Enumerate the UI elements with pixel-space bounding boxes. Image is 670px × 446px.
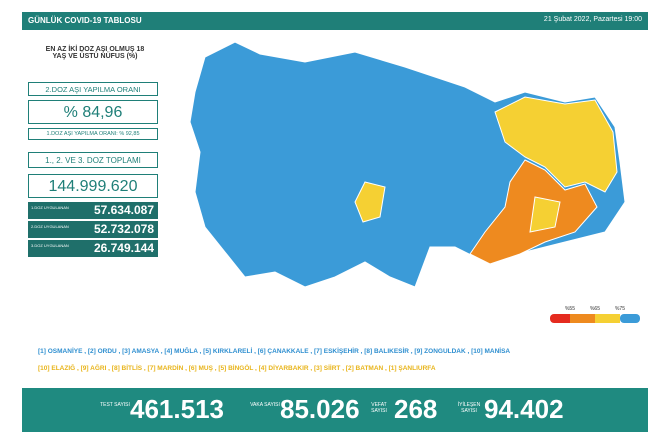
map: %55 %65 %75	[189, 41, 640, 323]
list-bottom: [10] ELAZIĞ , [9] AĞRI , [8] BİTLİS , [7…	[38, 365, 436, 372]
dose-row-label: 1.DOZ UYGULANAN	[31, 205, 69, 210]
map-region-yellow-2	[529, 196, 561, 233]
stat-label: VEFAT SAYISI	[371, 402, 387, 414]
dose2-label: 2.DOZ AŞI YAPILMA ORANI	[28, 82, 158, 96]
dose2-value: % 84,96	[28, 100, 158, 124]
dose-row: 1.DOZ UYGULANAN 57.634.087	[28, 202, 158, 219]
stat-value: 85.026	[280, 394, 360, 424]
dose1-rate: 1.DOZ AŞI YAPILMA ORANI: % 92,85	[28, 128, 158, 140]
legend-label: %55	[565, 306, 575, 312]
stat-label: İYİLEŞEN SAYISI	[457, 402, 481, 414]
dose-row: 2.DOZ UYGULANAN 52.732.078	[28, 221, 158, 238]
total-value: 144.999.620	[28, 174, 158, 198]
stat-value: 268	[394, 394, 438, 424]
legend-swatch	[595, 314, 620, 323]
map-region-yellow	[494, 96, 618, 193]
legend-label: %75	[615, 306, 625, 312]
list-top: [1] OSMANİYE , [2] ORDU , [3] AMASYA , […	[38, 348, 511, 355]
legend-swatch	[550, 314, 575, 323]
stat-label: VAKA SAYISI	[250, 402, 280, 408]
header: GÜNLÜK COVID-19 TABLOSU 21 Şubat 2022, P…	[22, 12, 648, 30]
panel-title: EN AZ İKİ DOZ AŞI OLMUŞ 18 YAŞ VE ÜSTÜ N…	[45, 46, 145, 60]
stat-label: TEST SAYISI	[100, 402, 130, 408]
legend: %55 %65 %75	[550, 306, 640, 323]
total-label: 1., 2. VE 3. DOZ TOPLAMI	[28, 152, 158, 168]
dose-row-label: 2.DOZ UYGULANAN	[31, 224, 69, 229]
legend-swatch	[570, 314, 595, 323]
dose-row-value: 52.732.078	[93, 222, 154, 236]
dose-row-label: 3.DOZ UYGULANAN	[31, 243, 69, 248]
legend-label: %65	[590, 306, 600, 312]
stats-bar: TEST SAYISI 461.513 VAKA SAYISI 85.026 VEFAT…	[22, 388, 648, 432]
dose-row: 3.DOZ UYGULANAN 26.749.144	[28, 240, 158, 257]
stat-value: 94.402	[484, 394, 564, 424]
legend-swatch	[620, 314, 640, 323]
header-date: 21 Şubat 2022, Pazartesi 19:00	[543, 16, 642, 23]
dose-row-value: 26.749.144	[93, 241, 154, 255]
dose-row-value: 57.634.087	[93, 203, 154, 217]
map-region-yellow-3	[354, 181, 386, 223]
stat-value: 461.513	[130, 394, 224, 424]
header-title: GÜNLÜK COVID-19 TABLOSU	[28, 16, 142, 25]
